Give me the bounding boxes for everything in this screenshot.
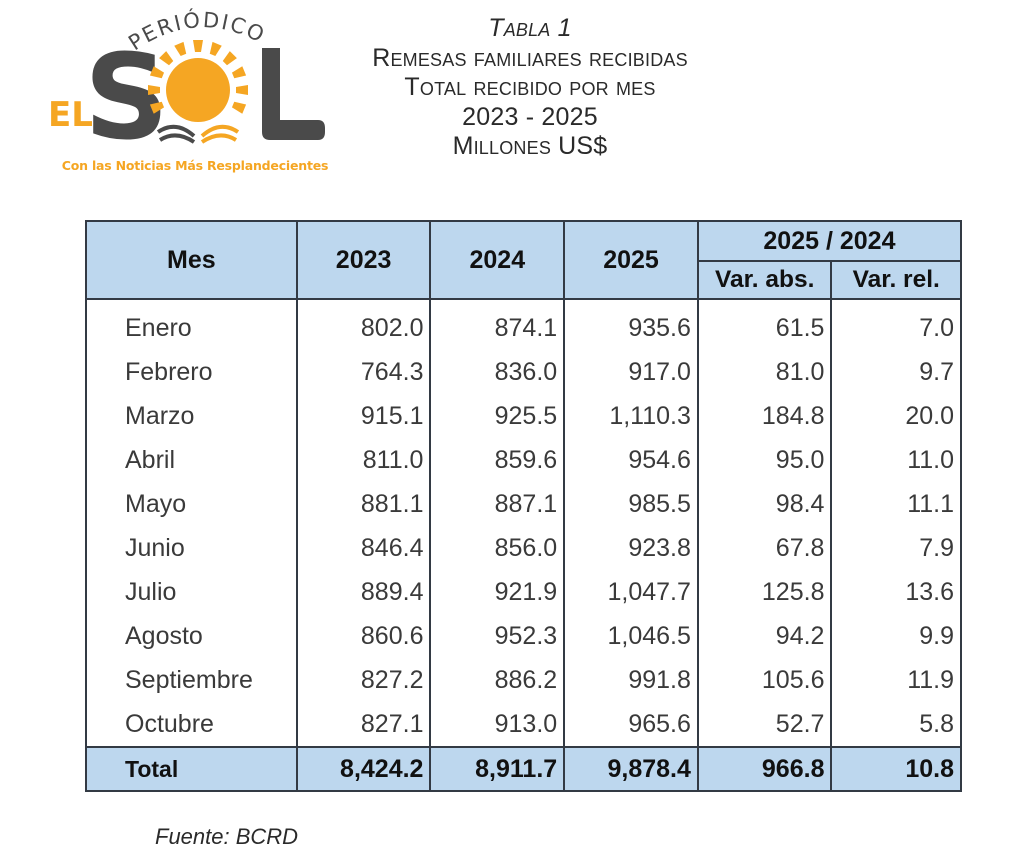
title-units: Millones US$ <box>452 132 608 160</box>
newspaper-logo: PERIÓDICO EL S <box>40 8 340 188</box>
header-comparison-group: 2025 / 2024 <box>696 220 963 262</box>
cell-month: Abril <box>85 438 298 482</box>
cell-var-rel: 20.0 <box>830 394 962 438</box>
header-month: Mes <box>85 220 298 300</box>
table-body: Enero 802.0 874.1 935.6 61.5 7.0 Febrero 764.3 8… <box>85 299 962 792</box>
cell-2024: 921.9 <box>429 570 566 614</box>
cell-2023: 915.1 <box>295 394 432 438</box>
cell-2023: 764.3 <box>295 350 432 394</box>
table-row: Septiembre 827.2 886.2 991.8 105.6 11.9 <box>85 658 962 702</box>
remittances-table: Mes 2023 2024 2025 2025 / 2024 Var. abs.… <box>85 220 963 792</box>
cell-var-rel: 9.9 <box>830 614 962 658</box>
cell-2024: 836.0 <box>429 350 566 394</box>
header-year-2024: 2024 <box>429 220 566 300</box>
cell-2024: 952.3 <box>429 614 566 658</box>
logo-tagline: Con las Noticias Más Resplandecientes <box>61 158 329 173</box>
total-cell-var-rel: 10.8 <box>830 746 962 792</box>
total-cell-month: Total <box>85 746 298 792</box>
cell-var-abs: 94.2 <box>696 614 833 658</box>
cell-var-abs: 95.0 <box>696 438 833 482</box>
table-row: Febrero 764.3 836.0 917.0 81.0 9.7 <box>85 350 962 394</box>
cell-2023: 881.1 <box>295 482 432 526</box>
cell-2025: 985.5 <box>563 482 699 526</box>
cell-var-abs: 125.8 <box>696 570 833 614</box>
table-row: Enero 802.0 874.1 935.6 61.5 7.0 <box>85 299 962 350</box>
cell-2024: 887.1 <box>429 482 566 526</box>
cell-2025: 954.6 <box>563 438 699 482</box>
cell-var-rel: 5.8 <box>830 702 962 747</box>
sun-logo-icon: PERIÓDICO EL S <box>48 8 325 158</box>
cell-month: Febrero <box>85 350 298 394</box>
cell-month: Octubre <box>85 702 298 747</box>
cell-var-abs: 105.6 <box>696 658 833 702</box>
table-row: Octubre 827.1 913.0 965.6 52.7 5.8 <box>85 702 962 747</box>
title-period: 2023 - 2025 <box>462 102 598 131</box>
total-cell-2025: 9,878.4 <box>563 746 699 792</box>
header-var-rel: Var. rel. <box>830 260 962 300</box>
cell-var-rel: 11.1 <box>830 482 962 526</box>
cell-2023: 827.2 <box>295 658 432 702</box>
cell-2025: 991.8 <box>563 658 699 702</box>
title-description: Total recibido por mes <box>404 73 656 101</box>
cell-var-abs: 52.7 <box>696 702 833 747</box>
table-row: Marzo 915.1 925.5 1,110.3 184.8 20.0 <box>85 394 962 438</box>
table-row: Junio 846.4 856.0 923.8 67.8 7.9 <box>85 526 962 570</box>
logo-letter-l <box>262 48 325 140</box>
cell-month: Mayo <box>85 482 298 526</box>
cell-2023: 802.0 <box>295 299 432 350</box>
cell-month: Agosto <box>85 614 298 658</box>
cell-month: Julio <box>85 570 298 614</box>
header-year-2025: 2025 <box>563 220 699 300</box>
total-row: Total 8,424.2 8,911.7 9,878.4 966.8 10.8 <box>85 746 962 792</box>
table-row: Mayo 881.1 887.1 985.5 98.4 11.1 <box>85 482 962 526</box>
cell-var-rel: 7.0 <box>830 299 962 350</box>
cell-var-abs: 67.8 <box>696 526 833 570</box>
cell-month: Septiembre <box>85 658 298 702</box>
cell-2024: 886.2 <box>429 658 566 702</box>
cell-2025: 917.0 <box>563 350 699 394</box>
cell-2023: 889.4 <box>295 570 432 614</box>
total-cell-2024: 8,911.7 <box>429 746 566 792</box>
cell-2023: 811.0 <box>295 438 432 482</box>
cell-2024: 913.0 <box>429 702 566 747</box>
cell-var-abs: 81.0 <box>696 350 833 394</box>
cell-2025: 1,046.5 <box>563 614 699 658</box>
cell-2024: 925.5 <box>429 394 566 438</box>
cell-2023: 846.4 <box>295 526 432 570</box>
total-cell-var-abs: 966.8 <box>696 746 833 792</box>
cell-month: Marzo <box>85 394 298 438</box>
cell-var-abs: 184.8 <box>696 394 833 438</box>
source-note: Fuente: BCRD <box>155 824 299 849</box>
cell-2024: 859.6 <box>429 438 566 482</box>
cell-var-abs: 98.4 <box>696 482 833 526</box>
header-year-2023: 2023 <box>295 220 432 300</box>
cell-var-rel: 13.6 <box>830 570 962 614</box>
cell-2024: 874.1 <box>429 299 566 350</box>
cell-var-abs: 61.5 <box>696 299 833 350</box>
cell-2025: 935.6 <box>563 299 699 350</box>
cell-2025: 965.6 <box>563 702 699 747</box>
cell-var-rel: 11.9 <box>830 658 962 702</box>
cell-2025: 923.8 <box>563 526 699 570</box>
title-subject: Remesas familiares recibidas <box>372 43 688 72</box>
cell-2025: 1,110.3 <box>563 394 699 438</box>
cell-2023: 860.6 <box>295 614 432 658</box>
total-cell-2023: 8,424.2 <box>295 746 432 792</box>
cell-2025: 1,047.7 <box>563 570 699 614</box>
cell-var-rel: 11.0 <box>830 438 962 482</box>
cell-2024: 856.0 <box>429 526 566 570</box>
table-row: Agosto 860.6 952.3 1,046.5 94.2 9.9 <box>85 614 962 658</box>
table-row: Julio 889.4 921.9 1,047.7 125.8 13.6 <box>85 570 962 614</box>
cell-month: Junio <box>85 526 298 570</box>
header-var-abs: Var. abs. <box>696 260 833 300</box>
table-row: Abril 811.0 859.6 954.6 95.0 11.0 <box>85 438 962 482</box>
cell-month: Enero <box>85 299 298 350</box>
cell-var-rel: 7.9 <box>830 526 962 570</box>
cell-var-rel: 9.7 <box>830 350 962 394</box>
table-title: Tabla 1 Remesas familiares recibidas Tot… <box>330 14 730 162</box>
table-number: Tabla 1 <box>488 14 572 42</box>
logo-prefix: EL <box>48 95 93 135</box>
cell-2023: 827.1 <box>295 702 432 747</box>
